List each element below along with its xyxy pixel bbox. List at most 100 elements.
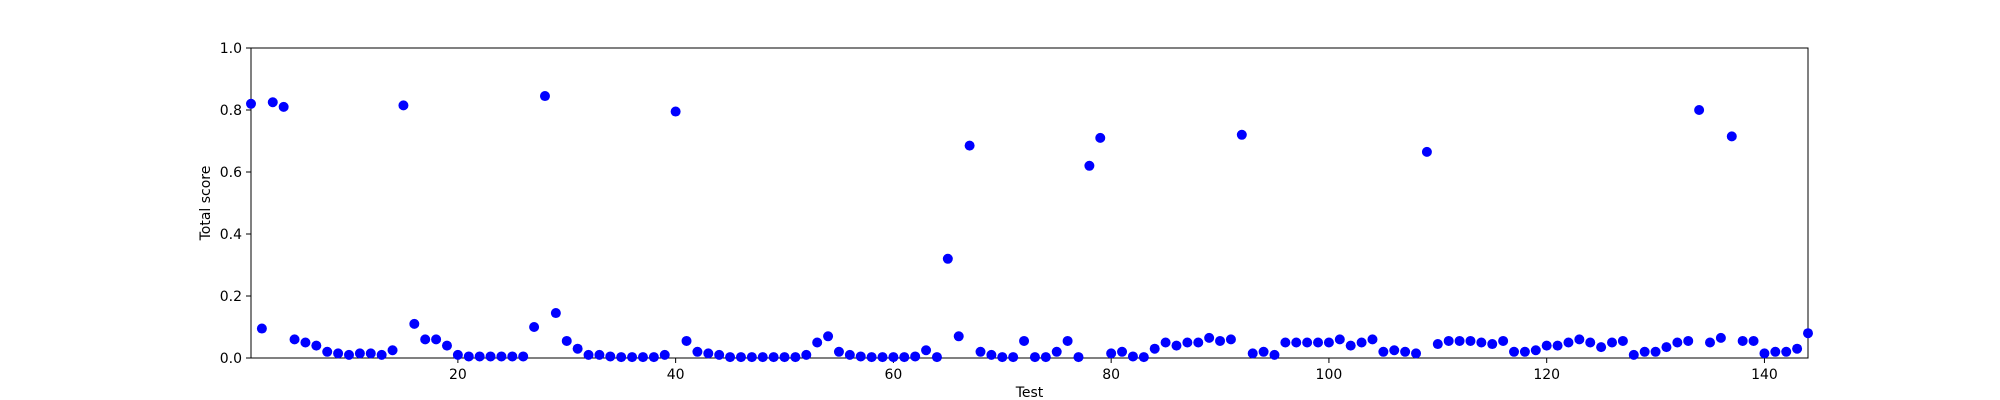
data-point [1084,160,1095,171]
data-point [1302,337,1313,348]
data-point [496,351,507,362]
data-point [1454,335,1465,346]
data-point [964,140,975,151]
data-point [888,352,899,363]
data-points [246,91,1813,363]
data-point [1737,335,1748,346]
data-point [659,349,670,360]
data-point [1574,334,1585,345]
data-point [1465,335,1476,346]
data-point [518,351,529,362]
data-point [1552,340,1563,351]
data-point [246,98,256,109]
data-point [1694,105,1705,115]
data-point [986,349,997,360]
data-point [1127,351,1138,362]
data-point [1106,348,1117,359]
data-point [1519,346,1530,357]
data-point [289,334,300,345]
x-axis: 20 40 60 80 100 120 140 [449,358,1778,383]
data-point [942,253,953,264]
data-point [823,331,834,342]
plot-border [250,47,1809,359]
y-axis: 0.0 0.2 0.4 0.6 0.8 1.0 [220,41,251,367]
data-point [1138,352,1149,363]
data-point [1247,348,1258,359]
data-point [921,345,932,356]
data-point [1334,334,1345,345]
data-point [1672,337,1683,348]
data-point [931,352,942,363]
data-point [1062,335,1073,346]
data-point [1400,346,1411,357]
data-point [637,352,648,363]
data-point [409,318,420,329]
data-point [1378,346,1389,357]
data-point [975,346,986,357]
data-point [1356,337,1367,348]
x-tick-label: 40 [667,367,685,383]
data-point [681,335,692,346]
data-point [333,348,344,359]
x-tick-label: 60 [884,367,902,383]
y-tick-label: 0.2 [220,289,242,305]
data-point [1585,337,1596,348]
data-point [1160,337,1171,348]
y-tick-label: 1.0 [220,41,242,57]
data-point [801,349,812,360]
data-point [365,348,376,359]
data-point [1759,348,1770,359]
data-point [757,352,768,363]
data-point [746,352,757,363]
data-point [768,352,779,363]
data-point [1117,346,1128,357]
x-tick-label: 80 [1102,367,1120,383]
data-point [463,351,474,362]
data-point [692,346,703,357]
y-tick-label: 0.4 [220,227,242,243]
data-point [398,100,409,111]
data-point [1280,337,1291,348]
data-point [343,349,354,360]
data-point [997,352,1008,363]
data-point [1236,129,1247,140]
data-point [1781,346,1792,357]
data-point [1051,346,1062,357]
data-point [387,345,398,356]
data-point [1530,345,1541,356]
data-point [322,346,333,357]
data-point [1770,346,1781,357]
data-point [1541,340,1552,351]
data-point [1476,337,1487,348]
data-point [485,351,496,362]
data-point [1509,346,1520,357]
data-point [735,352,746,363]
data-point [670,106,681,117]
data-point [605,351,616,362]
y-tick-label: 0.6 [220,165,242,181]
data-point [376,349,387,360]
data-point [790,352,801,363]
data-point [1269,349,1280,360]
data-point [1639,346,1650,357]
data-point [452,349,463,360]
y-tick-label: 0.0 [220,351,242,367]
data-point [594,349,605,360]
data-point [1421,146,1432,157]
data-point [1367,334,1378,345]
data-point [1029,352,1040,363]
data-point [1171,340,1182,351]
data-point [529,322,540,332]
data-point [1389,345,1400,356]
data-point [311,340,322,351]
data-point [1149,343,1160,354]
data-point [714,349,725,360]
data-point [1291,337,1302,348]
data-point [1596,342,1607,353]
data-point [1323,337,1334,348]
data-point [1563,337,1574,348]
data-point [441,340,452,351]
data-point [1193,337,1204,348]
data-point [278,101,289,112]
data-point [1073,352,1084,363]
